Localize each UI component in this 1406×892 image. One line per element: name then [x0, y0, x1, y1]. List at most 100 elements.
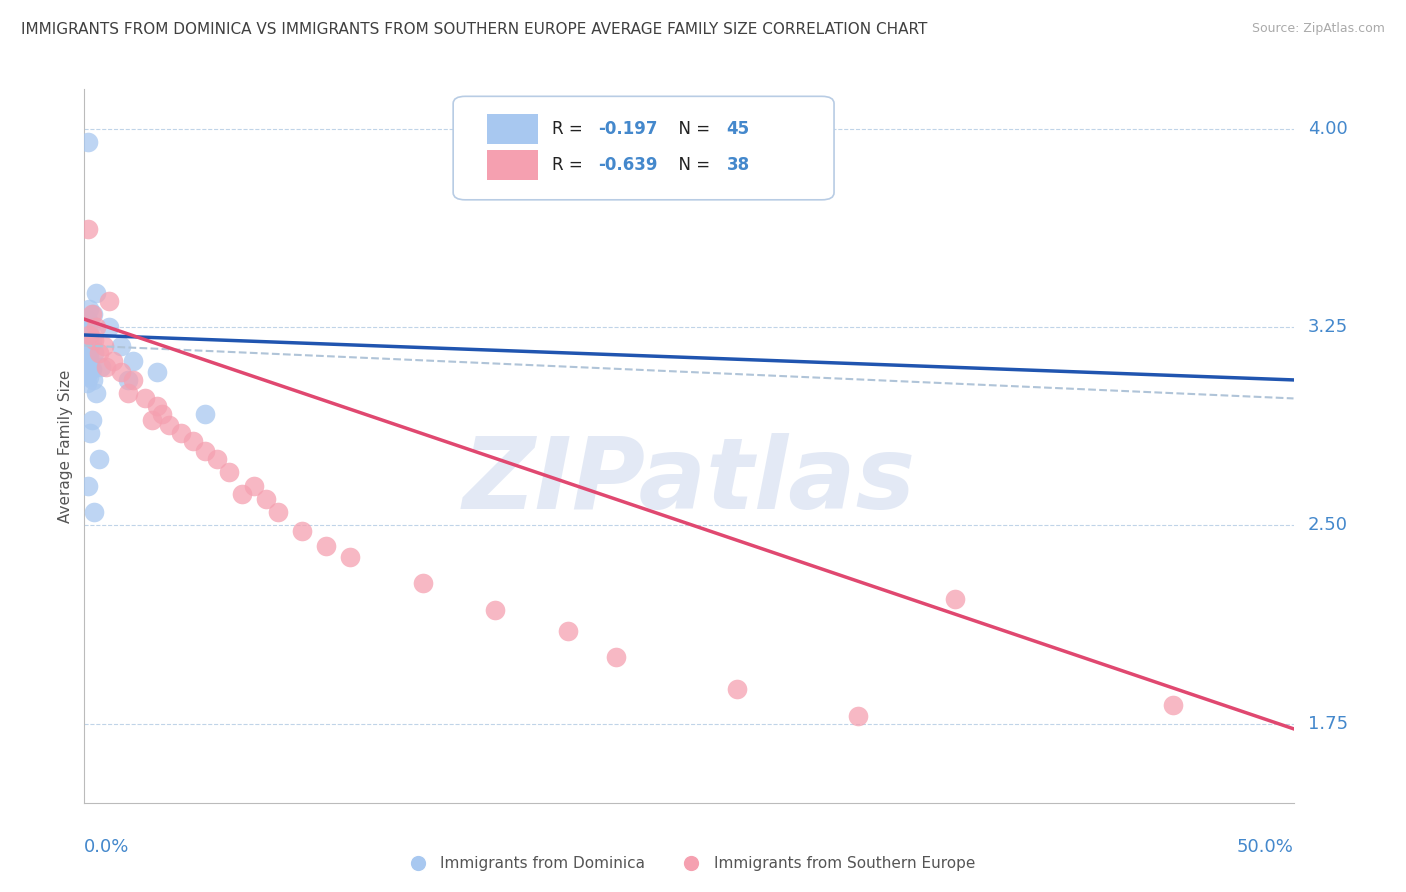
Point [76, 368, 98, 382]
Point [339, 549, 361, 564]
Point [194, 444, 217, 458]
Point [77, 135, 100, 149]
Text: -0.639: -0.639 [599, 156, 658, 174]
Text: ZIPatlas: ZIPatlas [463, 434, 915, 530]
Point [80, 307, 103, 321]
Point [194, 407, 217, 421]
Point [77, 333, 100, 347]
Point [75, 357, 97, 371]
Point [77, 365, 100, 379]
Point [110, 338, 132, 352]
Point [207, 452, 229, 467]
Point [80, 362, 103, 376]
Point [77, 370, 100, 384]
Text: 4.00: 4.00 [1308, 120, 1348, 138]
Point [79, 425, 101, 440]
Point [77, 326, 100, 340]
Point [1161, 698, 1184, 712]
Point [87, 346, 110, 360]
Point [77, 315, 100, 329]
Point [76, 346, 98, 360]
Point [121, 354, 143, 368]
Point [83, 505, 105, 519]
Point [86, 320, 108, 334]
Point [315, 540, 337, 554]
Legend: Immigrants from Dominica, Immigrants from Southern Europe: Immigrants from Dominica, Immigrants fro… [396, 850, 981, 877]
Point [77, 343, 100, 358]
Point [121, 373, 143, 387]
Point [150, 407, 173, 421]
Point [77, 354, 100, 368]
Text: 38: 38 [727, 156, 749, 174]
Point [75, 312, 97, 326]
Point [80, 412, 103, 426]
Y-axis label: Average Family Size: Average Family Size [58, 369, 73, 523]
Point [76, 351, 98, 366]
Point [79, 338, 101, 352]
Text: N =: N = [668, 120, 716, 138]
Point [76, 335, 98, 350]
Point [79, 320, 101, 334]
Point [97, 293, 120, 308]
Point [725, 682, 748, 697]
Point [79, 359, 101, 374]
Point [86, 285, 108, 300]
FancyBboxPatch shape [453, 96, 834, 200]
Point [76, 318, 98, 332]
Point [291, 524, 314, 538]
Point [87, 452, 110, 467]
Point [76, 376, 98, 390]
Point [117, 373, 139, 387]
Text: 1.75: 1.75 [1308, 714, 1348, 732]
FancyBboxPatch shape [486, 114, 538, 145]
Point [141, 412, 163, 426]
Point [557, 624, 579, 638]
Point [77, 328, 100, 343]
Text: 0.0%: 0.0% [84, 838, 129, 856]
Point [77, 349, 100, 363]
Point [117, 386, 139, 401]
Point [157, 417, 180, 432]
Point [231, 486, 253, 500]
Text: 3.25: 3.25 [1308, 318, 1348, 336]
Point [110, 365, 132, 379]
Point [77, 222, 100, 236]
Point [412, 576, 434, 591]
Text: 45: 45 [727, 120, 749, 138]
Text: Source: ZipAtlas.com: Source: ZipAtlas.com [1251, 22, 1385, 36]
Point [254, 491, 277, 506]
Point [146, 365, 169, 379]
Point [80, 333, 103, 347]
Point [82, 373, 104, 387]
Point [846, 708, 869, 723]
Point [83, 346, 105, 360]
Point [76, 312, 98, 326]
Point [267, 505, 290, 519]
Point [93, 338, 115, 352]
Point [242, 478, 264, 492]
Text: 2.50: 2.50 [1308, 516, 1348, 534]
FancyBboxPatch shape [486, 150, 538, 180]
Point [77, 478, 100, 492]
Text: R =: R = [553, 156, 588, 174]
Text: -0.197: -0.197 [599, 120, 658, 138]
Text: IMMIGRANTS FROM DOMINICA VS IMMIGRANTS FROM SOUTHERN EUROPE AVERAGE FAMILY SIZE : IMMIGRANTS FROM DOMINICA VS IMMIGRANTS F… [21, 22, 928, 37]
Point [77, 328, 100, 343]
Point [605, 650, 627, 665]
Text: 50.0%: 50.0% [1237, 838, 1294, 856]
Point [75, 341, 97, 355]
Point [943, 592, 966, 607]
Text: N =: N = [668, 156, 716, 174]
Point [94, 359, 117, 374]
Point [86, 386, 108, 401]
Point [103, 354, 125, 368]
Point [218, 466, 240, 480]
Point [83, 333, 105, 347]
Point [134, 392, 156, 406]
Point [90, 359, 112, 374]
Point [170, 425, 193, 440]
Point [484, 603, 506, 617]
Point [77, 323, 100, 337]
Point [146, 400, 169, 414]
Point [181, 434, 204, 448]
